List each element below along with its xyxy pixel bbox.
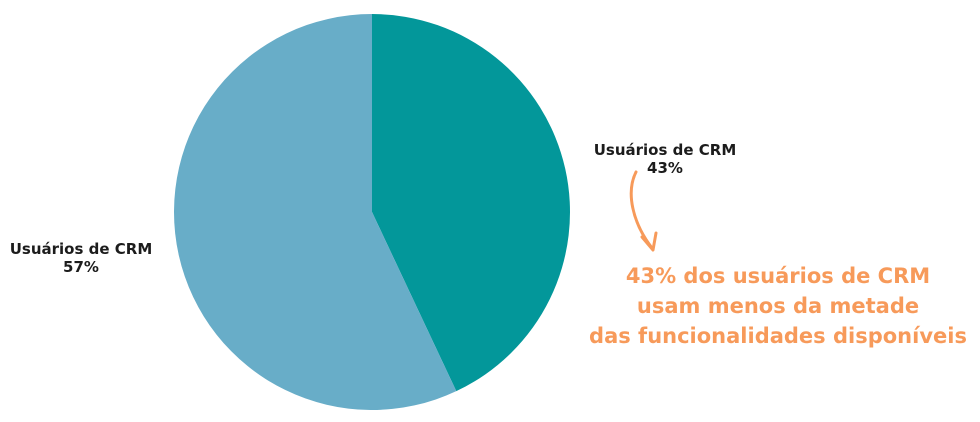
- slice-label-43-name: Usuários de CRM: [593, 141, 737, 159]
- callout-line-2: usam menos da metade: [636, 294, 920, 318]
- slice-label-43-value: 43%: [647, 159, 683, 177]
- pie-slice-43: [372, 14, 570, 392]
- callout-line-3: das funcionalidades disponíveis: [589, 324, 967, 348]
- callout-arrowhead: [640, 231, 658, 252]
- slice-label-57-name: Usuários de CRM: [9, 240, 153, 258]
- slice-label-43: Usuários de CRM 43%: [592, 141, 738, 177]
- callout-line-1: 43% dos usuários de CRM: [625, 264, 931, 288]
- pie-slice-57: [173, 14, 457, 410]
- callout-text: 43% dos usuários de CRM usam menos da me…: [578, 261, 978, 351]
- slice-label-57: Usuários de CRM 57%: [8, 240, 154, 276]
- slice-label-57-value: 57%: [63, 258, 99, 276]
